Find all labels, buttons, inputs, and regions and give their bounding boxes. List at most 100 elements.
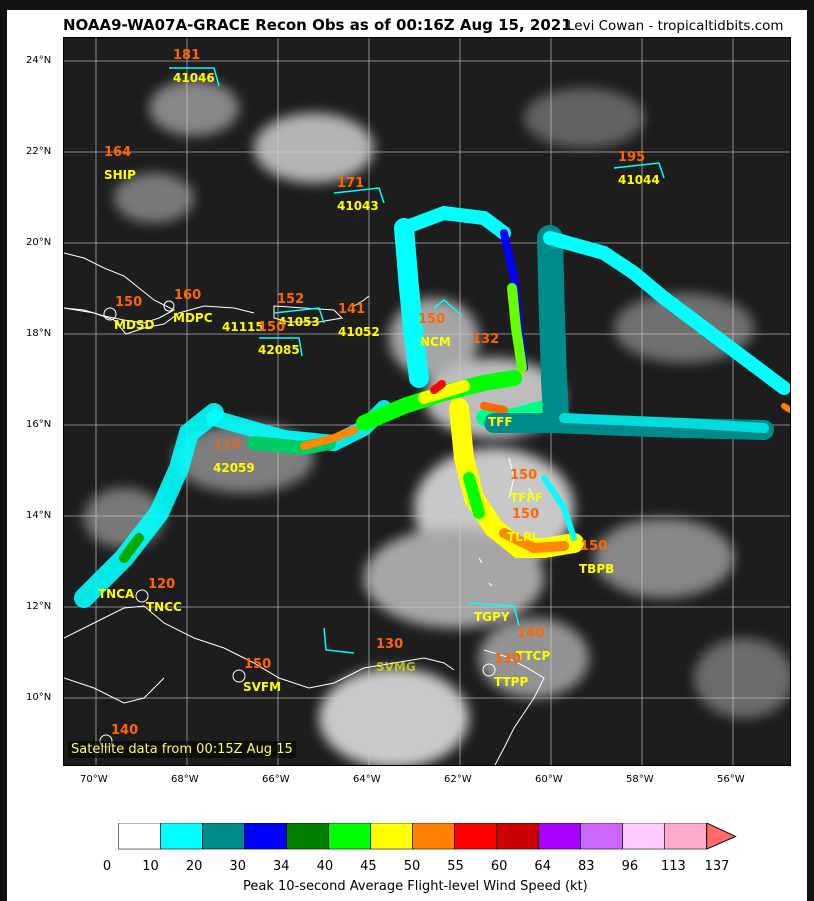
colorbar-tick-label: 34 — [273, 859, 290, 874]
station-value: 181 — [173, 48, 201, 63]
coastlines — [64, 252, 545, 765]
colorbar-cell — [538, 823, 581, 850]
station-id: MDPC — [173, 311, 213, 325]
station-id: SVFM — [243, 680, 282, 694]
station-id: TFF — [488, 415, 513, 429]
station-id: 41052 — [338, 325, 380, 339]
station-value: 171 — [337, 176, 365, 191]
recon-flight-track — [74, 205, 790, 608]
station-value: 140 — [517, 626, 545, 641]
colorbar-tick-label: 45 — [360, 859, 377, 874]
station-value: 130 — [494, 652, 522, 667]
colorbar-cell — [244, 823, 287, 850]
colorbar-tick-label: 64 — [534, 859, 551, 874]
colorbar-cell — [622, 823, 665, 850]
lon-label: 58°W — [626, 774, 654, 785]
lat-label: 14°N — [26, 510, 52, 521]
colorbar-cell — [580, 823, 623, 850]
colorbar-tick-label: 20 — [185, 859, 203, 874]
lat-label: 22°N — [26, 146, 52, 157]
colorbar-cell — [118, 823, 161, 850]
station-id: TTPP — [494, 675, 529, 689]
colorbar-title: Peak 10-second Average Flight-level Wind… — [243, 879, 588, 894]
station-id: MDSD — [114, 318, 155, 332]
lon-label: 60°W — [535, 774, 563, 785]
station-value: 150 — [115, 295, 143, 310]
station-value: 152 — [277, 292, 305, 307]
station-id: NCM — [420, 335, 451, 349]
station-id: TGPY — [474, 610, 510, 624]
lat-label: 12°N — [26, 601, 52, 612]
station-id: TNCC — [146, 600, 182, 614]
station-id: 41053 — [278, 315, 320, 329]
station-value: 150 — [510, 468, 538, 483]
station-value: 150 — [580, 539, 608, 554]
map-svg — [64, 38, 790, 765]
colorbar-cell — [286, 823, 329, 850]
colorbar-tick-label: 96 — [621, 859, 639, 874]
station-value: 130 — [376, 637, 404, 652]
colorbar-tick-label: 30 — [229, 859, 246, 874]
station-value: 132 — [472, 332, 500, 347]
station-id: 42059 — [213, 461, 255, 475]
lon-label: 70°W — [80, 774, 108, 785]
lon-label: 62°W — [444, 774, 472, 785]
colorbar-tick-label: 113 — [661, 859, 686, 874]
station-id: 41043 — [337, 199, 379, 213]
colorbar-tick-label: 137 — [704, 859, 730, 874]
lat-label: 16°N — [26, 419, 52, 430]
colorbar-cell — [328, 823, 371, 850]
station-value: 160 — [174, 288, 202, 303]
lat-label: 20°N — [26, 237, 52, 248]
lat-lon-grid — [64, 38, 790, 765]
colorbar-tick-label: 55 — [447, 859, 464, 874]
station-value: 120 — [148, 577, 176, 592]
station-value: 128 — [213, 438, 241, 453]
station-value: 150 — [244, 657, 272, 672]
station-id: SHIP — [104, 168, 136, 182]
figure-credit: Levi Cowan - tropicaltidbits.com — [567, 18, 784, 34]
station-value: 141 — [338, 302, 366, 317]
station-id: TLPL — [507, 530, 540, 544]
colorbar-cell — [202, 823, 245, 850]
station-value: 150 — [512, 507, 540, 522]
colorbar-extend-arrow — [706, 823, 737, 850]
lon-label: 66°W — [262, 774, 290, 785]
station-id: 41044 — [618, 173, 660, 187]
station-value: 140 — [111, 723, 139, 738]
colorbar-cell — [370, 823, 413, 850]
figure-title: NOAA9-WA07A-GRACE Recon Obs as of 00:16Z… — [63, 16, 572, 34]
colorbar-cell — [412, 823, 455, 850]
station-id: 42085 — [258, 343, 300, 357]
lon-label: 64°W — [353, 774, 381, 785]
colorbar-cell — [454, 823, 497, 850]
station-value: 150 — [258, 320, 286, 335]
lat-label: 10°N — [26, 692, 52, 703]
colorbar-tick-label: 40 — [316, 859, 334, 874]
colorbar-tick-label: 0 — [102, 859, 112, 874]
colorbar-cell — [496, 823, 539, 850]
colorbar — [118, 823, 737, 850]
colorbar-tick-label: 60 — [490, 859, 508, 874]
satellite-timestamp: Satellite data from 00:15Z Aug 15 — [68, 741, 296, 758]
station-id: 41046 — [173, 71, 215, 85]
station-id: TTCP — [516, 649, 551, 663]
station-id: TFFF — [510, 491, 543, 505]
lon-label: 68°W — [171, 774, 199, 785]
station-value: 150 — [418, 312, 446, 327]
lon-label: 56°W — [717, 774, 745, 785]
colorbar-tick-label: 10 — [142, 859, 159, 874]
colorbar-cell — [160, 823, 203, 850]
colorbar-cell — [664, 823, 707, 850]
station-id: TNCA — [98, 587, 135, 601]
station-value: 164 — [104, 145, 132, 160]
buoy-barbs — [169, 67, 665, 654]
map-panel[interactable] — [63, 37, 791, 766]
colorbar-tick-label: 50 — [403, 859, 421, 874]
station-id: TBPB — [579, 562, 615, 576]
station-value: 195 — [618, 150, 646, 165]
lat-label: 18°N — [26, 328, 52, 339]
station-id: 41115 — [222, 320, 264, 334]
lat-label: 24°N — [26, 55, 52, 66]
colorbar-tick-label: 83 — [578, 859, 595, 874]
